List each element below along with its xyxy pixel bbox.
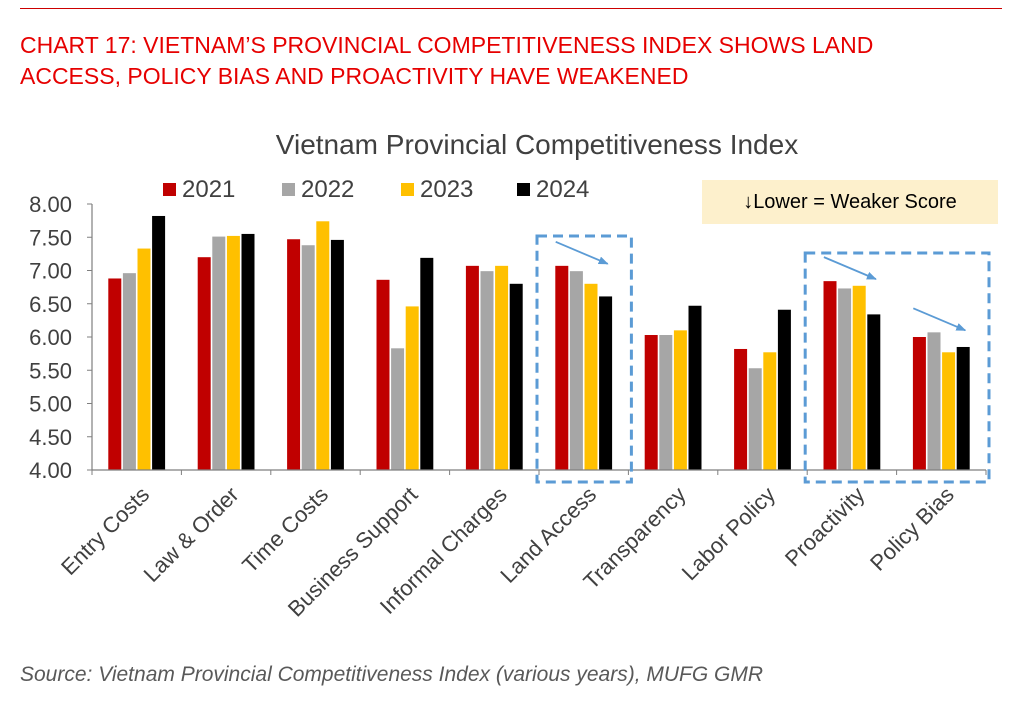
legend-swatch-2024 [517, 183, 530, 196]
bar-2022 [838, 288, 852, 470]
chart-title: Vietnam Provincial Competitiveness Index [276, 129, 798, 160]
legend-label-2021: 2021 [182, 176, 235, 203]
bar-2024 [688, 305, 702, 470]
bar-2022 [212, 236, 226, 470]
bar-2022 [391, 348, 405, 470]
legend-swatch-2021 [163, 183, 176, 196]
trend-arrow [823, 256, 877, 280]
headline-line-1: CHART 17: VIETNAM’S PROVINCIAL COMPETITI… [20, 32, 874, 58]
source-note: Source: Vietnam Provincial Competitivene… [20, 663, 764, 686]
x-tick-label: Policy Bias [865, 482, 959, 576]
bar-2021 [465, 265, 479, 470]
x-tick-label: Time Costs [237, 482, 333, 578]
bar-2022 [301, 245, 315, 470]
x-tick-label: Proactivity [780, 482, 869, 571]
bar-2021 [287, 239, 301, 470]
x-tick-label: Labor Policy [677, 482, 780, 585]
bar-2023 [137, 248, 151, 470]
bar-2023 [316, 221, 330, 470]
bar-2024 [420, 257, 434, 470]
bar-2024 [956, 346, 970, 470]
bar-2023 [673, 330, 687, 470]
chart-headline: CHART 17: VIETNAM’S PROVINCIAL COMPETITI… [20, 30, 1010, 92]
y-tick-label: 4.50 [29, 425, 72, 450]
bar-2024 [599, 296, 613, 470]
x-tick-label: Entry Costs [56, 482, 154, 580]
note-text: ↓Lower = Weaker Score [743, 190, 957, 213]
bar-2021 [644, 335, 658, 470]
trend-arrow [912, 307, 967, 332]
bar-2021 [197, 257, 211, 470]
bar-2021 [912, 337, 926, 470]
y-tick-label: 5.50 [29, 358, 72, 383]
headline-line-2: ACCESS, POLICY BIAS AND PROACTIVITY HAVE… [20, 63, 689, 89]
bar-2022 [480, 271, 494, 470]
bar-2024 [867, 314, 881, 470]
bar-2023 [405, 306, 419, 470]
y-tick-label: 6.00 [29, 325, 72, 350]
highlight-box [535, 234, 633, 484]
top-rule [20, 8, 1002, 9]
bar-2022 [569, 271, 583, 470]
y-tick-label: 6.50 [29, 292, 72, 317]
bar-2021 [555, 265, 569, 470]
highlight-box [803, 251, 991, 484]
bar-2023 [852, 285, 866, 470]
y-tick-label: 5.00 [29, 392, 72, 417]
legend-label-2024: 2024 [536, 176, 589, 203]
y-tick-label: 8.00 [29, 192, 72, 217]
y-tick-label: 7.50 [29, 225, 72, 250]
bar-2024 [509, 283, 523, 470]
legend-swatch-2023 [401, 183, 414, 196]
bar-2023 [763, 352, 777, 470]
bar-2021 [823, 281, 837, 470]
bar-2023 [226, 235, 240, 470]
legend-swatch-2022 [282, 183, 295, 196]
bar-2021 [734, 348, 748, 470]
bar-2024 [777, 309, 791, 470]
y-tick-label: 7.00 [29, 259, 72, 284]
bar-2023 [584, 283, 598, 470]
y-tick-label: 4.00 [29, 458, 72, 483]
bar-2022 [927, 332, 941, 470]
trend-arrow [555, 241, 609, 265]
bar-2021 [108, 278, 122, 470]
legend-label-2022: 2022 [301, 176, 354, 203]
bar-2024 [330, 239, 344, 470]
note-box: ↓Lower = Weaker Score [702, 180, 998, 224]
x-tick-label: Law & Order [139, 482, 244, 587]
bar-2024 [241, 233, 255, 470]
bar-2021 [376, 279, 390, 470]
bar-2022 [748, 368, 762, 470]
bar-2022 [122, 273, 136, 470]
bar-2022 [659, 335, 673, 470]
bar-2023 [495, 265, 509, 470]
bar-2023 [942, 352, 956, 470]
legend-label-2023: 2023 [420, 176, 473, 203]
bar-2024 [152, 215, 166, 470]
